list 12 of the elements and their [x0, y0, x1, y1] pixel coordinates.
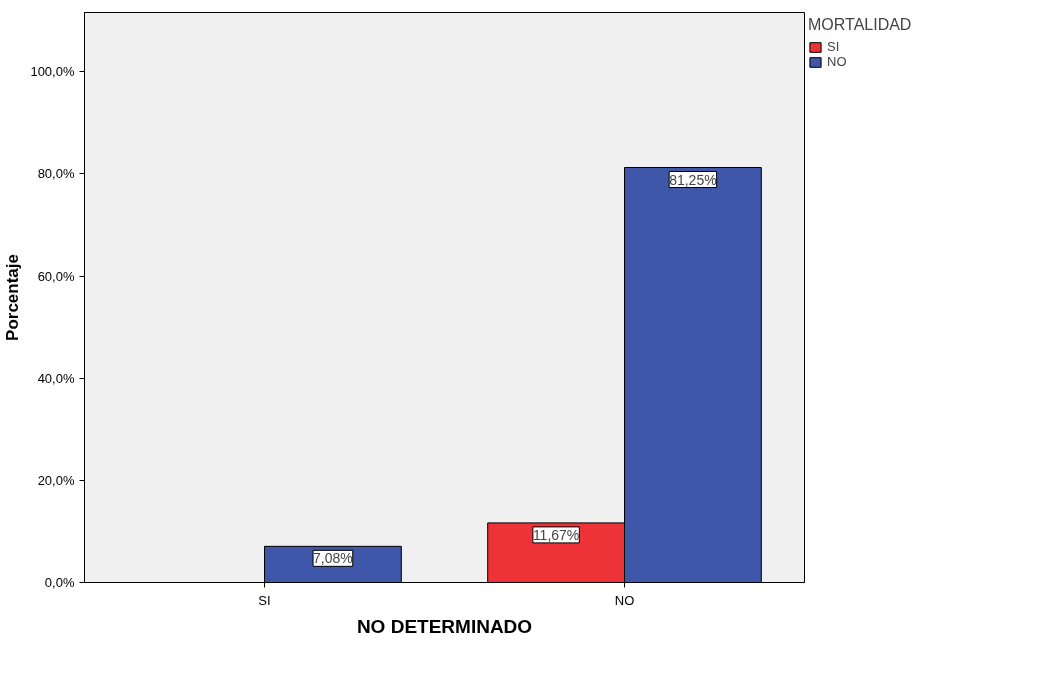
y-tick-label: 80,0% [37, 166, 75, 182]
legend-label: NO [827, 54, 847, 69]
data-label: 11,67% [532, 526, 580, 543]
y-tick-label: 60,0% [37, 268, 75, 284]
y-tick-label: 20,0% [37, 472, 75, 488]
y-tick-label: 0,0% [44, 575, 75, 590]
y-tick-label: 40,0% [37, 370, 75, 386]
legend-title: MORTALIDAD [808, 16, 912, 34]
legend-label: SI [827, 39, 841, 54]
x-axis-title: NO DETERMINADO [356, 615, 533, 637]
y-tick-label: 100,0% [30, 64, 75, 80]
y-axis-title: Porcentaje [3, 254, 23, 341]
